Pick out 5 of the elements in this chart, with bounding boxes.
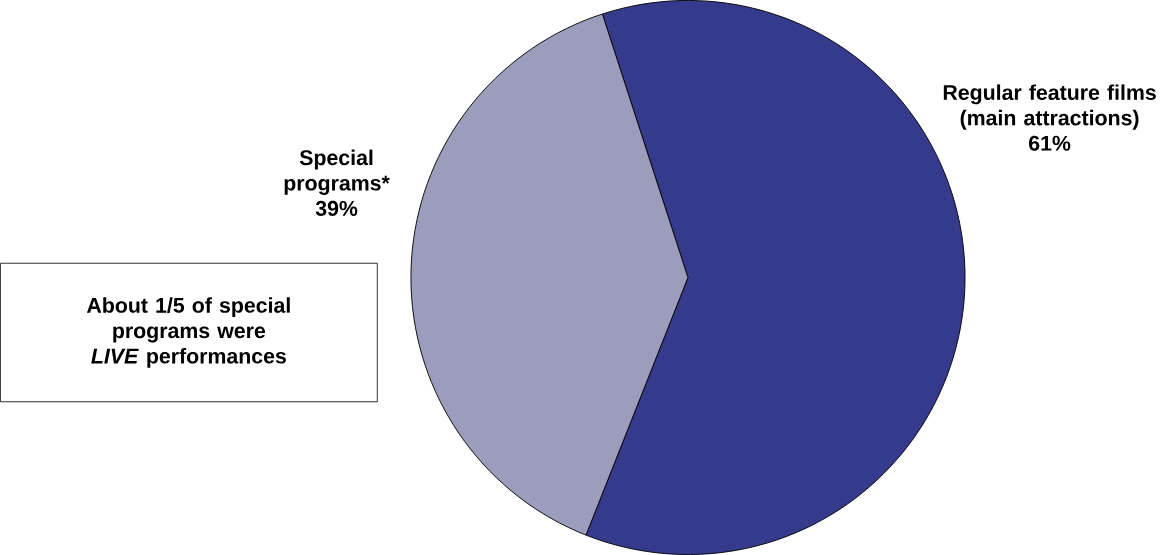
data-label: 61% <box>1029 135 1071 151</box>
data-label: 39% <box>315 200 358 216</box>
slice-label: Special programs* <box>284 149 390 195</box>
slice-label: Regular feature films (main attractions) <box>943 84 1156 130</box>
text: About 1/5 of special programs were LIVE performances <box>86 297 290 368</box>
